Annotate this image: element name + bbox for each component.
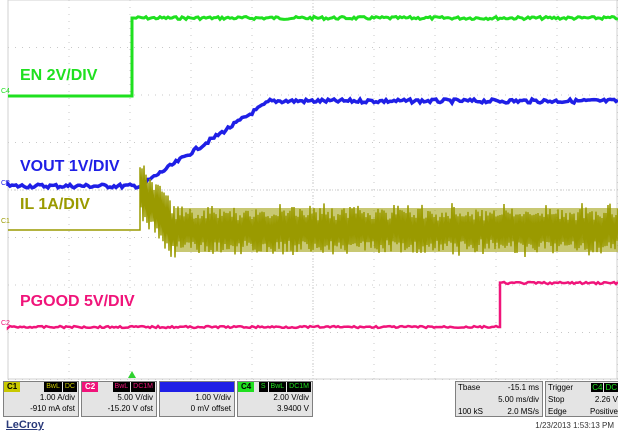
channel-c1-box[interactable]: C1 BwL DC 1.00 A/div -910 mA ofst — [3, 381, 79, 417]
c4-marker[interactable]: C4 — [1, 88, 10, 95]
timebase-offset: -15.1 ms — [507, 383, 539, 392]
il-trace-label: IL 1A/DIV — [20, 196, 90, 213]
c2-marker[interactable]: C2 — [1, 320, 10, 327]
channel-c1-number: C1 — [4, 382, 21, 392]
trigger-source: C4 DC — [591, 383, 618, 392]
channel-c2-number: C2 — [82, 382, 99, 392]
vout-trace — [6, 96, 618, 191]
scope-display: EN 2V/DIV VOUT 1V/DIV IL 1A/DIV PGOOD 5V… — [0, 0, 618, 380]
pgood-trace — [6, 280, 618, 331]
trigger-label: Trigger — [548, 383, 574, 392]
grid-border — [7, 0, 618, 380]
c1-marker[interactable]: C1 — [1, 218, 10, 225]
trigger-type: Edge — [548, 407, 567, 416]
channel-c2-offset: -15.20 V ofst — [107, 404, 153, 413]
channel-c1-offset: -910 mA ofst — [30, 404, 75, 413]
channel-c3-number — [160, 382, 166, 392]
channel-c3-box[interactable]: 1.00 V/div 0 mV offset — [159, 381, 235, 417]
channel-c2-box[interactable]: C2 BwL DC1M 5.00 V/div -15.20 V ofst — [81, 381, 157, 417]
lecroy-logo: LeCroy — [6, 419, 44, 431]
trigger-slope: Positive — [589, 407, 618, 416]
timestamp: 1/23/2013 1:53:13 PM — [535, 421, 614, 430]
trigger-position-icon[interactable] — [128, 371, 136, 378]
channel-c2-tags: BwL DC1M — [112, 382, 155, 392]
channel-c4-tags: S BwL DC1M — [258, 382, 311, 392]
channel-c4-scale: 2.00 V/div — [273, 393, 309, 402]
trigger-box[interactable]: Trigger C4 DC Stop 2.26 V Edge Positive — [545, 381, 618, 417]
timebase-per-div: 5.00 ms/div — [498, 395, 539, 404]
channel-c1-tags: BwL DC — [44, 382, 77, 392]
channel-c2-scale: 5.00 V/div — [117, 393, 153, 402]
timebase-rate: 2.0 MS/s — [507, 407, 539, 416]
channel-c3-tags — [201, 382, 233, 392]
channel-c4-number: C4 — [238, 382, 255, 392]
trigger-mode: Stop — [548, 395, 565, 404]
pgood-trace-label: PGOOD 5V/DIV — [20, 293, 135, 310]
trigger-level: 2.26 V — [594, 395, 618, 404]
channel-c3-offset: 0 mV offset — [190, 404, 231, 413]
channel-c4-offset: 3.9400 V — [276, 404, 309, 413]
timebase-label: Tbase — [458, 383, 481, 392]
c3-marker[interactable]: C3 — [1, 180, 10, 187]
channel-c3-scale: 1.00 V/div — [195, 393, 231, 402]
en-trace — [8, 14, 618, 98]
waveform-grid — [6, 0, 618, 380]
status-bar: C1 BwL DC 1.00 A/div -910 mA ofst C2 BwL D… — [0, 380, 618, 420]
timebase-samples: 100 kS — [458, 407, 483, 416]
channel-c1-scale: 1.00 A/div — [39, 393, 75, 402]
vout-trace-label: VOUT 1V/DIV — [20, 158, 120, 175]
timebase-box[interactable]: Tbase -15.1 ms 5.00 ms/div 100 kS 2.0 MS/s — [455, 381, 543, 417]
channel-c4-box[interactable]: C4 S BwL DC1M 2.00 V/div 3.9400 V — [237, 381, 313, 417]
en-trace-label: EN 2V/DIV — [20, 67, 98, 84]
il-trace-envelope — [175, 208, 618, 252]
